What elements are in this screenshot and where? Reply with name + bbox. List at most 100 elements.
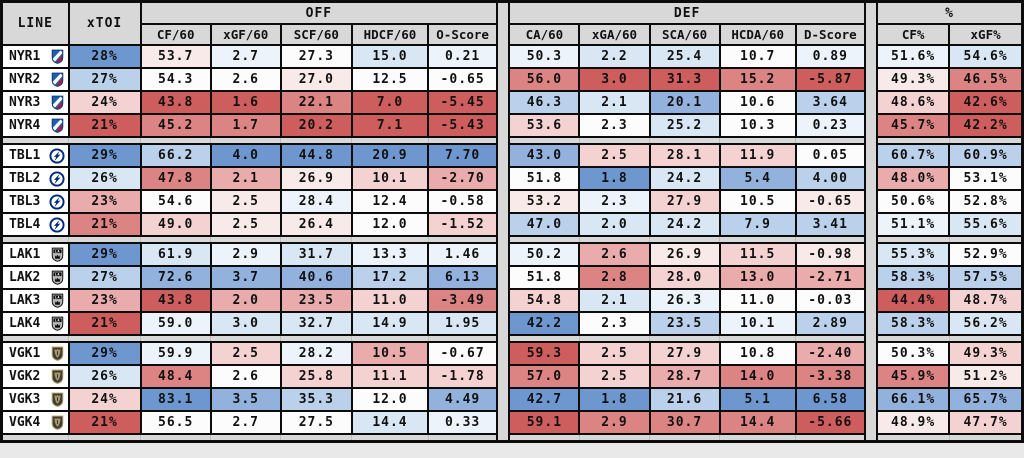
off-stat-cell: 56.5 bbox=[139, 410, 212, 435]
svg-text:LA: LA bbox=[54, 249, 59, 253]
xtoi-cell: 29% bbox=[67, 242, 142, 267]
separator-cell bbox=[68, 433, 142, 443]
col-header-xgfpct: xGF% bbox=[948, 23, 1024, 46]
group-divider bbox=[863, 68, 879, 91]
def-stat-cell: 4.00 bbox=[794, 166, 866, 191]
def-stat-cell: 10.1 bbox=[718, 311, 797, 336]
line-cell: LAK4 LA bbox=[0, 311, 70, 336]
separator-cell bbox=[863, 137, 879, 144]
off-stat-cell: 2.5 bbox=[209, 341, 282, 366]
off-stat-cell: 10.5 bbox=[350, 341, 430, 366]
def-stat-cell: 0.23 bbox=[794, 113, 866, 138]
pct-stat-cell: 49.3% bbox=[948, 341, 1024, 366]
lak-logo-icon: LA bbox=[51, 247, 63, 262]
def-stat-cell: 42.2 bbox=[508, 311, 581, 336]
separator-cell bbox=[351, 235, 429, 244]
line-cell: TBL4 bbox=[0, 212, 70, 237]
separator-cell bbox=[508, 235, 580, 244]
off-stat-cell: 3.0 bbox=[209, 311, 282, 336]
tbl-logo-icon bbox=[49, 170, 65, 187]
off-stat-cell: 2.1 bbox=[209, 166, 282, 191]
pct-stat-cell: 49.3% bbox=[876, 67, 951, 92]
line-label: VGK2 bbox=[9, 369, 41, 384]
xtoi-cell: 24% bbox=[67, 387, 142, 412]
def-stat-cell: 5.4 bbox=[718, 166, 797, 191]
line-row: NYR4 21% 45.2 1.7 20.2 7.1 -5.43 53.6 2.3 25.2 10… bbox=[0, 113, 1024, 138]
def-stat-cell: 0.05 bbox=[794, 143, 866, 168]
off-stat-cell: 27.5 bbox=[279, 410, 353, 435]
pct-stat-cell: 54.6% bbox=[948, 44, 1024, 69]
off-stat-cell: 83.1 bbox=[139, 387, 212, 412]
def-stat-cell: 2.1 bbox=[578, 288, 651, 313]
separator-cell bbox=[427, 433, 498, 443]
off-stat-cell: 47.8 bbox=[139, 166, 212, 191]
off-stat-cell: 7.1 bbox=[350, 113, 430, 138]
off-stat-cell: -5.45 bbox=[427, 90, 499, 115]
separator-cell bbox=[876, 433, 950, 443]
line-label: TBL1 bbox=[9, 148, 41, 163]
xtoi-cell: 29% bbox=[67, 143, 142, 168]
line-cell: NYR3 bbox=[0, 90, 70, 115]
col-header-scf60: SCF/60 bbox=[279, 23, 353, 46]
off-stat-cell: 20.9 bbox=[350, 143, 430, 168]
line-cell: VGK1 bbox=[0, 341, 70, 366]
separator-cell bbox=[948, 235, 1024, 244]
xtoi-cell: 21% bbox=[67, 113, 142, 138]
def-stat-cell: 42.7 bbox=[508, 387, 581, 412]
separator-cell bbox=[68, 334, 142, 343]
group-divider bbox=[863, 167, 879, 190]
off-stat-cell: 2.5 bbox=[209, 212, 282, 237]
def-stat-cell: 27.9 bbox=[648, 341, 721, 366]
off-stat-cell: 59.0 bbox=[139, 311, 212, 336]
separator-cell bbox=[508, 136, 580, 145]
nyr-logo bbox=[50, 49, 65, 64]
off-stat-cell: 40.6 bbox=[279, 265, 353, 290]
off-stat-cell: 43.8 bbox=[139, 288, 212, 313]
pct-stat-cell: 51.1% bbox=[876, 212, 951, 237]
def-stat-cell: 27.9 bbox=[648, 189, 721, 214]
line-cell: TBL1 bbox=[0, 143, 70, 168]
svg-text:LA: LA bbox=[54, 295, 59, 299]
def-stat-cell: -0.03 bbox=[794, 288, 866, 313]
pct-stat-cell: 45.7% bbox=[876, 113, 951, 138]
line-row: LAK1 LA 29% 61.9 2.9 31.7 13.3 1.46 50.2 2.6 26.… bbox=[0, 242, 1024, 267]
def-stat-cell: 2.3 bbox=[578, 113, 651, 138]
off-stat-cell: 43.8 bbox=[139, 90, 212, 115]
xtoi-cell: 28% bbox=[67, 44, 142, 69]
xtoi-cell: 21% bbox=[67, 410, 142, 435]
off-stat-cell: 27.3 bbox=[279, 44, 353, 69]
def-stat-cell: 43.0 bbox=[508, 143, 581, 168]
def-stat-cell: 26.3 bbox=[648, 288, 721, 313]
separator-cell bbox=[795, 433, 866, 443]
separator-cell bbox=[649, 334, 721, 343]
off-stat-cell: 7.0 bbox=[350, 90, 430, 115]
tbl-logo bbox=[49, 170, 65, 187]
group-divider bbox=[496, 411, 511, 434]
line-row: LAK2 LA 27% 72.6 3.7 40.6 17.2 6.13 51.8 2.8 28.… bbox=[0, 265, 1024, 290]
def-stat-cell: 28.7 bbox=[648, 364, 721, 389]
def-stat-cell: 10.6 bbox=[718, 90, 797, 115]
group-divider bbox=[863, 45, 879, 68]
line-label: TBL4 bbox=[9, 217, 41, 232]
def-stat-cell: 59.3 bbox=[508, 341, 581, 366]
def-stat-cell: 3.41 bbox=[794, 212, 866, 237]
separator-cell bbox=[0, 136, 70, 145]
vgk-logo bbox=[50, 346, 65, 361]
separator-cell bbox=[427, 235, 498, 244]
group-divider bbox=[863, 411, 879, 434]
def-stat-cell: 2.5 bbox=[578, 364, 651, 389]
off-stat-cell: -1.78 bbox=[427, 364, 499, 389]
line-row: TBL1 29% 66.2 4.0 44.8 20.9 7.70 43.0 2.5 28.1 11… bbox=[0, 143, 1024, 168]
def-stat-cell: 24.2 bbox=[648, 166, 721, 191]
team-separator-row bbox=[0, 433, 1024, 443]
def-stat-cell: 3.64 bbox=[794, 90, 866, 115]
separator-cell bbox=[280, 235, 353, 244]
off-stat-cell: 2.7 bbox=[209, 410, 282, 435]
vgk-logo-icon bbox=[51, 415, 63, 430]
off-stat-cell: 4.0 bbox=[209, 143, 282, 168]
def-stat-cell: 14.4 bbox=[718, 410, 797, 435]
pct-stat-cell: 51.6% bbox=[876, 44, 951, 69]
separator-cell bbox=[795, 334, 866, 343]
off-stat-cell: 2.7 bbox=[209, 44, 282, 69]
xtoi-cell: 21% bbox=[67, 311, 142, 336]
